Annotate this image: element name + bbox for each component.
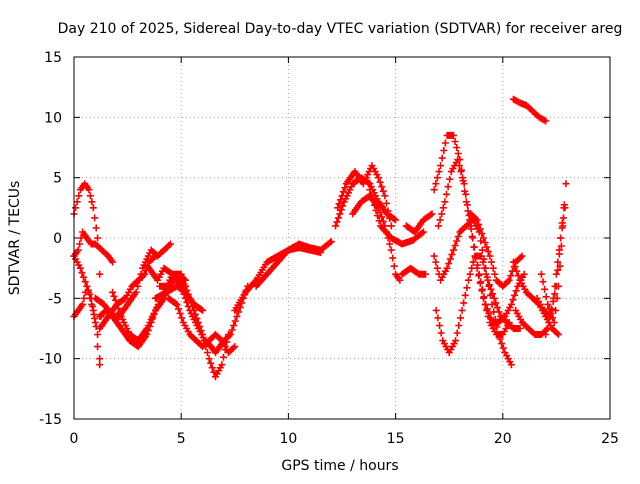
data-point-track bbox=[542, 204, 568, 338]
data-point-track bbox=[402, 210, 436, 236]
series-track-12 bbox=[152, 282, 207, 314]
series-track-16 bbox=[334, 162, 395, 230]
series-track-18 bbox=[366, 186, 427, 248]
x-tick-label: 0 bbox=[70, 431, 79, 447]
data-point-track bbox=[334, 162, 395, 230]
data-layer bbox=[70, 95, 570, 381]
x-tick-label: 20 bbox=[494, 431, 512, 447]
y-tick-label: 5 bbox=[53, 171, 62, 187]
series-track-28 bbox=[512, 306, 552, 338]
y-tick-label: 0 bbox=[53, 231, 62, 247]
data-point-track bbox=[510, 95, 550, 125]
data-point-track bbox=[512, 306, 552, 338]
series-track-19 bbox=[398, 264, 430, 278]
series-track-11 bbox=[164, 294, 239, 357]
series-track-26 bbox=[510, 95, 550, 125]
data-point-track bbox=[152, 282, 207, 314]
y-tick-label: 10 bbox=[44, 110, 62, 126]
series-track-25 bbox=[467, 210, 526, 290]
series-track-24 bbox=[435, 156, 513, 338]
y-axis-label: SDTVAR / TECUs bbox=[7, 181, 23, 296]
x-tick-label: 5 bbox=[177, 431, 186, 447]
x-axis-label: GPS time / hours bbox=[281, 458, 398, 474]
data-point-track bbox=[467, 210, 526, 290]
data-point-track bbox=[533, 204, 569, 320]
data-point-track bbox=[366, 186, 427, 248]
plot-frame bbox=[73, 56, 611, 420]
data-point-track bbox=[252, 244, 325, 290]
tick-layer: 0 5 10 15 20 25 -15 -10 -5 0 5 10 15 bbox=[39, 50, 619, 447]
series-track-14 bbox=[252, 244, 325, 290]
y-tick-label: -15 bbox=[39, 412, 62, 428]
y-tick-label: -5 bbox=[48, 291, 62, 307]
x-tick-label: 10 bbox=[279, 431, 297, 447]
series-track-31 bbox=[542, 204, 568, 338]
data-point-track bbox=[435, 156, 513, 338]
series-track-3 bbox=[70, 282, 104, 369]
data-point-track bbox=[398, 264, 430, 278]
y-tick-label: 15 bbox=[44, 50, 62, 66]
series-track-20 bbox=[402, 210, 436, 236]
series-track-29 bbox=[533, 204, 569, 320]
x-tick-label: 15 bbox=[387, 431, 405, 447]
chart-title: Day 210 of 2025, Sidereal Day-to-day VTE… bbox=[58, 21, 623, 37]
x-tick-label: 25 bbox=[601, 431, 619, 447]
y-tick-label: -10 bbox=[39, 352, 62, 368]
data-point-track bbox=[164, 294, 239, 357]
data-point-track bbox=[70, 282, 104, 369]
